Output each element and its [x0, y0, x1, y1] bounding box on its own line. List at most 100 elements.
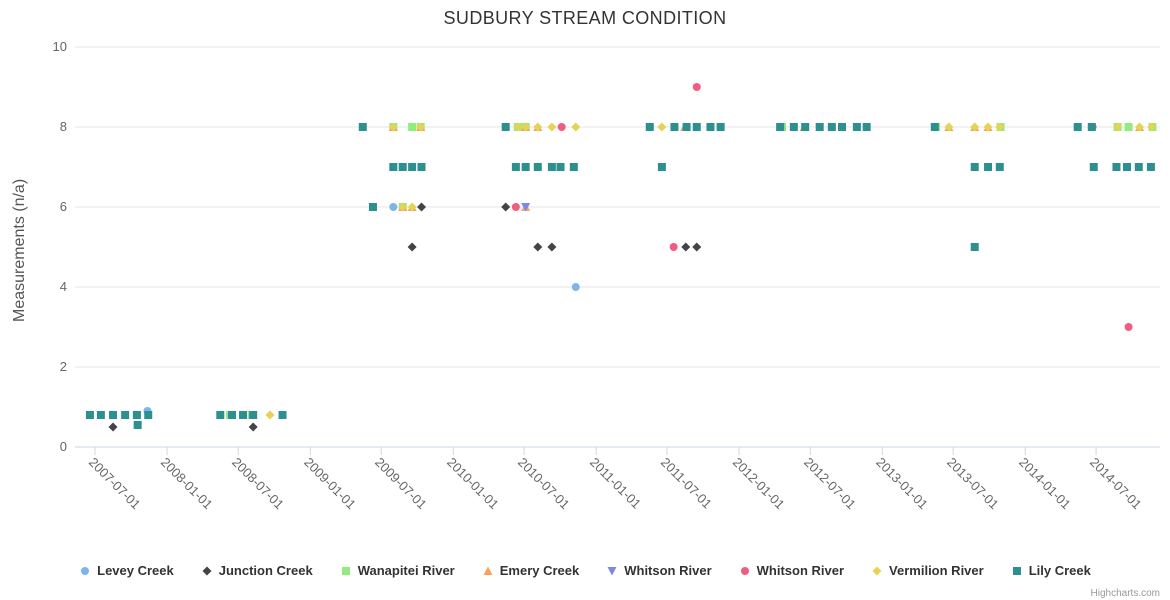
data-point[interactable] — [944, 122, 954, 132]
data-point[interactable] — [108, 422, 118, 432]
data-point[interactable] — [776, 123, 785, 131]
data-point[interactable] — [408, 123, 417, 131]
data-point[interactable] — [657, 122, 667, 132]
data-point[interactable] — [862, 123, 871, 131]
legend-item-levey-creek-0[interactable]: Levey Creek — [79, 563, 174, 578]
data-point[interactable] — [511, 203, 520, 211]
data-point[interactable] — [389, 203, 398, 211]
data-point[interactable] — [358, 123, 367, 131]
data-point[interactable] — [398, 163, 407, 171]
data-point[interactable] — [85, 411, 94, 419]
data-point[interactable] — [511, 163, 520, 171]
legend-item-emery-creek-3[interactable]: Emery Creek — [482, 563, 579, 578]
legend-item-wanapitei-river-2[interactable]: Wanapitei River — [340, 563, 455, 578]
data-point[interactable] — [569, 163, 578, 171]
data-point[interactable] — [533, 242, 543, 252]
data-point[interactable] — [827, 123, 836, 131]
data-point[interactable] — [1087, 123, 1096, 131]
data-point[interactable] — [521, 122, 531, 132]
data-point[interactable] — [248, 422, 258, 432]
data-point[interactable] — [547, 163, 556, 171]
data-point[interactable] — [706, 123, 715, 131]
data-point[interactable] — [408, 163, 417, 171]
data-point[interactable] — [407, 202, 417, 212]
data-point[interactable] — [669, 243, 678, 251]
data-point[interactable] — [682, 123, 691, 131]
data-point[interactable] — [983, 122, 993, 132]
data-point[interactable] — [930, 123, 939, 131]
data-point[interactable] — [692, 242, 702, 252]
data-point[interactable] — [132, 411, 141, 419]
data-point[interactable] — [228, 411, 237, 419]
data-point[interactable] — [407, 242, 417, 252]
data-point[interactable] — [984, 163, 993, 171]
data-point[interactable] — [1123, 163, 1132, 171]
data-point[interactable] — [513, 122, 523, 132]
legend-item-junction-creek-1[interactable]: Junction Creek — [201, 563, 313, 578]
data-point[interactable] — [852, 123, 861, 131]
data-point[interactable] — [1124, 123, 1133, 131]
data-point[interactable] — [645, 123, 654, 131]
data-point[interactable] — [1113, 122, 1123, 132]
data-point[interactable] — [121, 411, 130, 419]
series-whitson-river-4 — [521, 203, 531, 212]
data-point[interactable] — [133, 421, 142, 429]
data-point[interactable] — [1146, 163, 1155, 171]
data-point[interactable] — [547, 122, 557, 132]
data-point[interactable] — [692, 123, 701, 131]
data-point[interactable] — [417, 202, 427, 212]
data-point[interactable] — [801, 123, 810, 131]
data-point[interactable] — [265, 410, 275, 420]
data-point[interactable] — [1073, 123, 1082, 131]
data-point[interactable] — [1147, 122, 1157, 132]
data-point[interactable] — [547, 242, 557, 252]
data-point[interactable] — [109, 411, 118, 419]
data-point[interactable] — [249, 411, 258, 419]
legend-item-vermilion-river-6[interactable]: Vermilion River — [871, 563, 984, 578]
data-point[interactable] — [398, 202, 408, 212]
data-point[interactable] — [388, 122, 398, 132]
data-point[interactable] — [995, 163, 1004, 171]
data-point[interactable] — [692, 83, 701, 91]
highcharts-credit[interactable]: Highcharts.com — [1090, 588, 1160, 599]
data-point[interactable] — [278, 411, 287, 419]
data-point[interactable] — [1134, 163, 1143, 171]
data-point[interactable] — [416, 122, 426, 132]
data-point[interactable] — [815, 123, 824, 131]
data-point[interactable] — [216, 411, 225, 419]
data-point[interactable] — [970, 122, 980, 132]
data-point[interactable] — [521, 203, 531, 212]
data-point[interactable] — [238, 411, 247, 419]
data-point[interactable] — [670, 123, 679, 131]
data-point[interactable] — [501, 202, 511, 212]
data-point[interactable] — [995, 122, 1005, 132]
data-point[interactable] — [1124, 323, 1133, 331]
data-point[interactable] — [521, 163, 530, 171]
data-point[interactable] — [533, 122, 543, 132]
data-point[interactable] — [657, 163, 666, 171]
data-point[interactable] — [571, 283, 580, 291]
legend-item-whitson-river-4[interactable]: Whitson River — [606, 563, 712, 578]
data-point[interactable] — [557, 123, 566, 131]
data-point[interactable] — [96, 411, 105, 419]
data-point[interactable] — [681, 242, 691, 252]
data-point[interactable] — [970, 243, 979, 251]
data-point[interactable] — [556, 163, 565, 171]
data-point[interactable] — [789, 123, 798, 131]
data-point[interactable] — [1089, 163, 1098, 171]
data-point[interactable] — [1135, 122, 1145, 132]
data-point[interactable] — [144, 411, 153, 419]
legend-item-whitson-river-5[interactable]: Whitson River — [739, 563, 844, 578]
data-point[interactable] — [417, 163, 426, 171]
data-point[interactable] — [389, 163, 398, 171]
data-point[interactable] — [1112, 163, 1121, 171]
data-point[interactable] — [838, 123, 847, 131]
data-point[interactable] — [368, 203, 377, 211]
legend-item-lily-creek-7[interactable]: Lily Creek — [1011, 563, 1091, 578]
data-point[interactable] — [970, 163, 979, 171]
data-point[interactable] — [571, 122, 581, 132]
data-point[interactable] — [501, 123, 510, 131]
data-point[interactable] — [716, 123, 725, 131]
data-point[interactable] — [533, 163, 542, 171]
y-tick-label: 8 — [60, 119, 67, 134]
